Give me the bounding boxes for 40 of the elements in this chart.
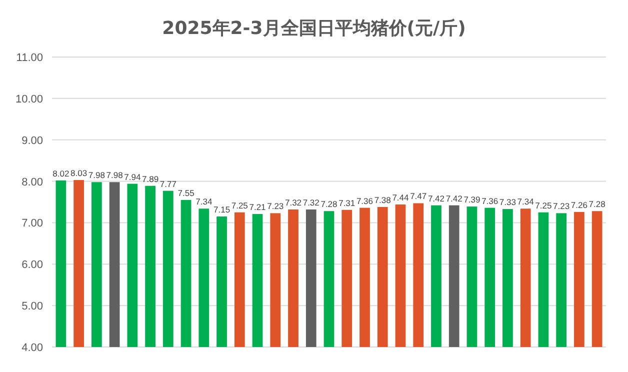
data-label: 7.28: [588, 199, 606, 210]
data-label: 7.89: [142, 174, 159, 184]
data-label: 7.28: [320, 199, 338, 210]
data-label: 8.03: [70, 168, 88, 178]
data-label: 7.26: [570, 200, 588, 210]
data-label: 7.32: [284, 197, 302, 208]
data-label: 7.34: [196, 196, 212, 207]
data-label: 7.47: [410, 191, 427, 202]
chart-title: 2025年2-3月全国日平均猪价(元/斤): [162, 18, 466, 39]
y-tick-label: 6.00: [22, 259, 43, 272]
data-label: 7.34: [517, 196, 534, 207]
data-label: 7.77: [160, 178, 177, 189]
data-label: 7.23: [553, 201, 570, 212]
data-label: 7.33: [499, 197, 516, 208]
data-label: 7.38: [374, 194, 392, 205]
data-label: 7.39: [464, 194, 481, 205]
data-label: 7.15: [214, 204, 230, 214]
data-label: 7.94: [124, 172, 141, 182]
data-label: 7.23: [267, 201, 284, 212]
data-label: 7.36: [356, 196, 374, 206]
y-tick-label: 10.00: [15, 93, 43, 106]
data-label: 7.25: [231, 200, 248, 210]
y-tick-label: 4.00: [22, 342, 43, 354]
data-label: 8.02: [52, 168, 70, 178]
y-tick-label: 11.00: [16, 52, 43, 64]
data-label: 7.42: [428, 193, 445, 204]
y-tick-label: 7.00: [22, 218, 43, 230]
data-label: 7.98: [88, 170, 106, 180]
data-label: 7.44: [392, 192, 410, 202]
data-label: 7.31: [338, 198, 356, 208]
data-label: 7.32: [302, 197, 320, 208]
data-label: 7.25: [535, 200, 552, 210]
data-label: 7.98: [106, 170, 124, 180]
y-tick-label: 5.00: [22, 300, 43, 313]
data-label: 7.21: [249, 202, 266, 212]
data-label: 7.42: [446, 193, 463, 204]
y-tick-label: 9.00: [22, 134, 43, 147]
data-label: 7.36: [482, 196, 498, 206]
data-label: 7.55: [178, 188, 195, 198]
y-tick-label: 8.00: [22, 176, 43, 188]
